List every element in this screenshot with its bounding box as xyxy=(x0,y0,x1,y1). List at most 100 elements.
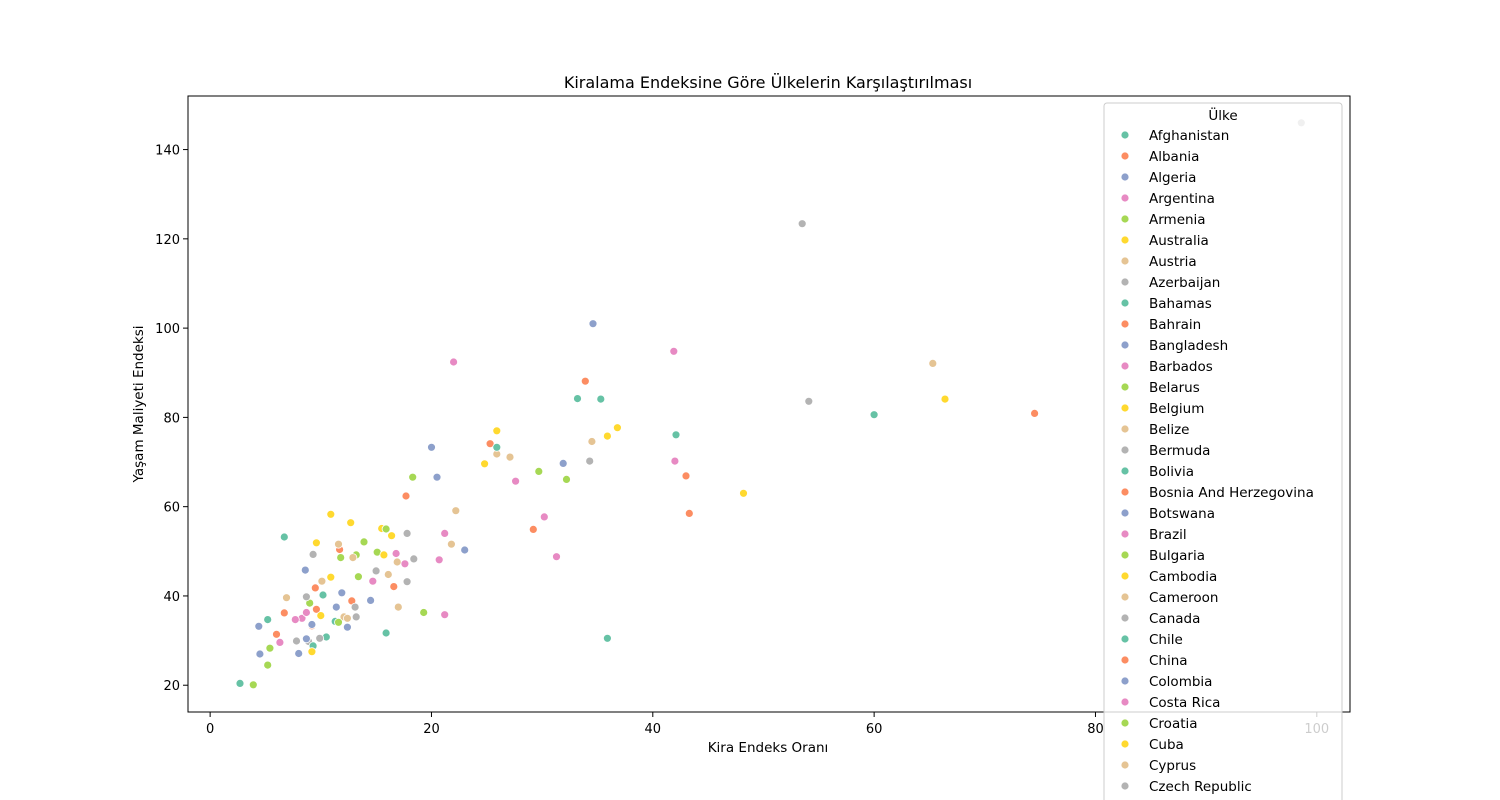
legend-marker xyxy=(1120,193,1130,203)
legend-marker xyxy=(1120,151,1130,161)
x-tick-label: 40 xyxy=(645,722,662,737)
data-point xyxy=(460,545,470,555)
plot-area xyxy=(187,95,1351,713)
legend-label: Belarus xyxy=(1149,380,1200,396)
data-point xyxy=(613,423,622,433)
data-point xyxy=(393,602,403,612)
data-point xyxy=(254,621,264,631)
data-point xyxy=(316,611,326,620)
legend-label: Cameroon xyxy=(1149,590,1218,606)
data-point xyxy=(451,506,461,516)
legend-label: Croatia xyxy=(1149,716,1198,732)
data-point xyxy=(928,358,938,368)
data-point xyxy=(392,557,402,567)
data-point xyxy=(671,430,681,440)
data-point xyxy=(353,572,363,582)
legend-label: Botswana xyxy=(1149,506,1215,522)
x-axis-label: Kira Endeks Oranı xyxy=(708,740,829,756)
data-point xyxy=(383,570,393,579)
data-point xyxy=(804,396,814,406)
legend-label: Albania xyxy=(1149,149,1199,165)
data-point xyxy=(311,538,321,548)
data-point xyxy=(263,615,273,624)
data-point xyxy=(427,442,436,452)
data-point xyxy=(739,488,748,498)
legend-entry: Belarus xyxy=(1120,380,1200,396)
data-point xyxy=(387,531,397,541)
data-point xyxy=(279,532,289,542)
legend-entry: Colombia xyxy=(1120,674,1212,690)
data-point xyxy=(401,491,411,501)
data-point xyxy=(326,572,336,582)
legend-marker xyxy=(1120,319,1130,329)
data-point xyxy=(596,394,606,404)
legend-label: China xyxy=(1149,653,1188,669)
data-point xyxy=(366,596,376,605)
data-point xyxy=(603,633,612,643)
legend-entry: Bulgaria xyxy=(1120,548,1205,564)
data-point xyxy=(485,439,495,449)
data-point xyxy=(301,592,311,602)
legend-entry: Afghanistan xyxy=(1120,128,1229,144)
legend-entry: Bosnia And Herzegovina xyxy=(1120,485,1314,501)
data-point xyxy=(552,552,561,562)
data-point xyxy=(379,550,389,560)
legend-label: Austria xyxy=(1149,254,1197,270)
data-point xyxy=(603,431,612,441)
data-point xyxy=(290,615,300,624)
data-point xyxy=(409,554,419,564)
legend-entries: Afghanistan Albania Algeria Argentina Armeni… xyxy=(1120,128,1314,795)
legend-marker xyxy=(1120,592,1130,602)
data-point xyxy=(797,219,807,229)
data-point xyxy=(588,319,598,329)
legend-marker xyxy=(1120,613,1130,623)
legend-label: Chile xyxy=(1149,632,1183,648)
legend-label: Bolivia xyxy=(1149,464,1194,480)
legend-label: Argentina xyxy=(1149,191,1215,207)
y-tick-label: 140 xyxy=(155,144,180,159)
data-point xyxy=(585,456,595,466)
legend-entry: Argentina xyxy=(1120,191,1215,207)
legend-entry: Botswana xyxy=(1120,506,1215,522)
x-tick-label: 0 xyxy=(206,722,214,737)
data-point xyxy=(337,588,347,598)
legend-marker xyxy=(1120,550,1130,560)
legend-title: Ülke xyxy=(1208,106,1237,124)
data-point xyxy=(684,509,694,518)
legend-entry: Cyprus xyxy=(1120,758,1196,774)
data-point xyxy=(342,613,352,623)
y-tick-label: 40 xyxy=(163,590,180,605)
y-tick-label: 60 xyxy=(163,501,180,516)
legend-entry: Chile xyxy=(1120,632,1183,648)
legend-entry: Cameroon xyxy=(1120,590,1218,606)
data-point xyxy=(402,529,412,538)
legend-marker xyxy=(1120,214,1130,224)
legend-entry: Croatia xyxy=(1120,716,1198,732)
data-point xyxy=(368,576,378,586)
data-point xyxy=(248,680,258,690)
points-layer xyxy=(235,118,1306,690)
legend-label: Brazil xyxy=(1149,527,1187,543)
legend-label: Cyprus xyxy=(1149,758,1196,774)
legend-box xyxy=(1103,102,1343,800)
data-point xyxy=(434,555,444,565)
axes-frame xyxy=(187,95,1351,713)
legend-label: Australia xyxy=(1149,233,1209,249)
data-point xyxy=(272,629,281,639)
data-point xyxy=(1030,408,1039,418)
legend-marker xyxy=(1120,130,1130,140)
legend-label: Belgium xyxy=(1149,401,1204,417)
legend-label: Azerbaijan xyxy=(1149,275,1220,291)
legend-entry: Bangladesh xyxy=(1120,338,1228,354)
legend-marker xyxy=(1120,235,1130,245)
data-point xyxy=(492,426,502,436)
data-point xyxy=(265,643,275,653)
legend-marker xyxy=(1120,340,1130,350)
legend-label: Cuba xyxy=(1149,737,1184,753)
data-point xyxy=(446,539,456,549)
legend-entry: Canada xyxy=(1120,611,1200,627)
data-point xyxy=(317,576,327,586)
data-point xyxy=(432,472,442,482)
data-point xyxy=(334,539,343,549)
y-tick-label: 100 xyxy=(155,322,180,337)
